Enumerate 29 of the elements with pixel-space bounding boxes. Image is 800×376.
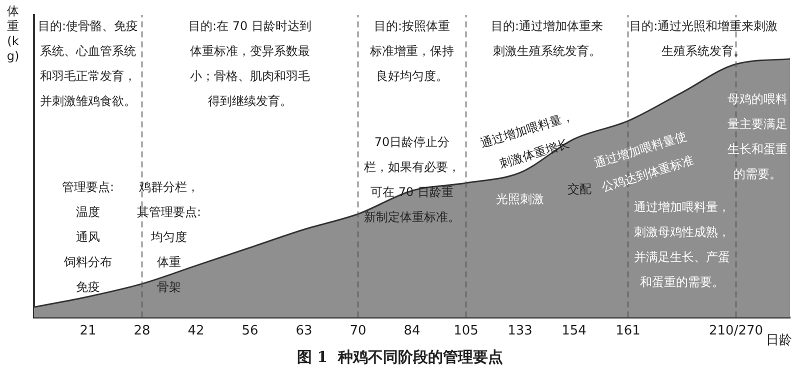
annotation: 目的:按照体重标准增重，保持良好均匀度。 [369, 19, 454, 84]
x-tick-label: 28 [134, 324, 150, 339]
annotation: 70日龄停止分栏，如果有必要，可在 70 日龄重新制定体重标准。 [363, 135, 460, 224]
annotation: 鸡群分栏，其管理要点:均匀度体重骨架 [136, 180, 202, 294]
annotation: 母鸡的喂料量主要满足生长和蛋重的需要。 [728, 92, 788, 182]
annotation: 目的:使骨骼、免疫系统、心血管系统和羽毛正常发育，并刺激雏鸡食欲。 [38, 19, 138, 108]
annotation: 通过增加喂料量，刺激体重增长 [478, 108, 575, 171]
x-axis-title: 日龄 [766, 332, 792, 349]
text: 图 1 种鸡不同阶段的管理要点 [296, 348, 504, 367]
y-axis-title: 体重(kg) [6, 4, 20, 64]
text: 目的:通过增加体重来刺激生殖系统发育。 [490, 19, 604, 58]
x-tick-label: 210/270 [708, 324, 764, 339]
x-tick-label: 105 [454, 324, 478, 339]
annotation: 目的:在 70 日龄时达到体重标准，变异系数最小；骨格、肌肉和羽毛得到继续发育。 [188, 19, 312, 108]
x-tick-label: 56 [242, 324, 258, 339]
annotation: 通过增加喂料量使公鸡达到体重标准 [592, 128, 696, 194]
x-tick-label: 84 [404, 324, 420, 339]
x-tick-label: 161 [616, 324, 640, 339]
annotation: 通过增加喂料量，刺激母鸡性成熟，并满足生长、产蛋和蛋重的需要。 [634, 200, 730, 290]
x-tick-label: 21 [80, 324, 96, 339]
x-tick-label: 42 [188, 324, 204, 339]
annotation: 管理要点:温度通风饲料分布免疫 [62, 180, 114, 294]
x-tick-label: 70 [350, 324, 366, 339]
annotation: 交配 [567, 182, 592, 196]
x-tick-label: 154 [562, 324, 586, 339]
text: 目的:通过光照和增重来刺激生殖系统发育。 [630, 19, 778, 58]
x-tick-label: 133 [508, 324, 532, 339]
annotation: 光照刺激 [496, 192, 544, 206]
x-tick-label: 63 [296, 324, 312, 339]
